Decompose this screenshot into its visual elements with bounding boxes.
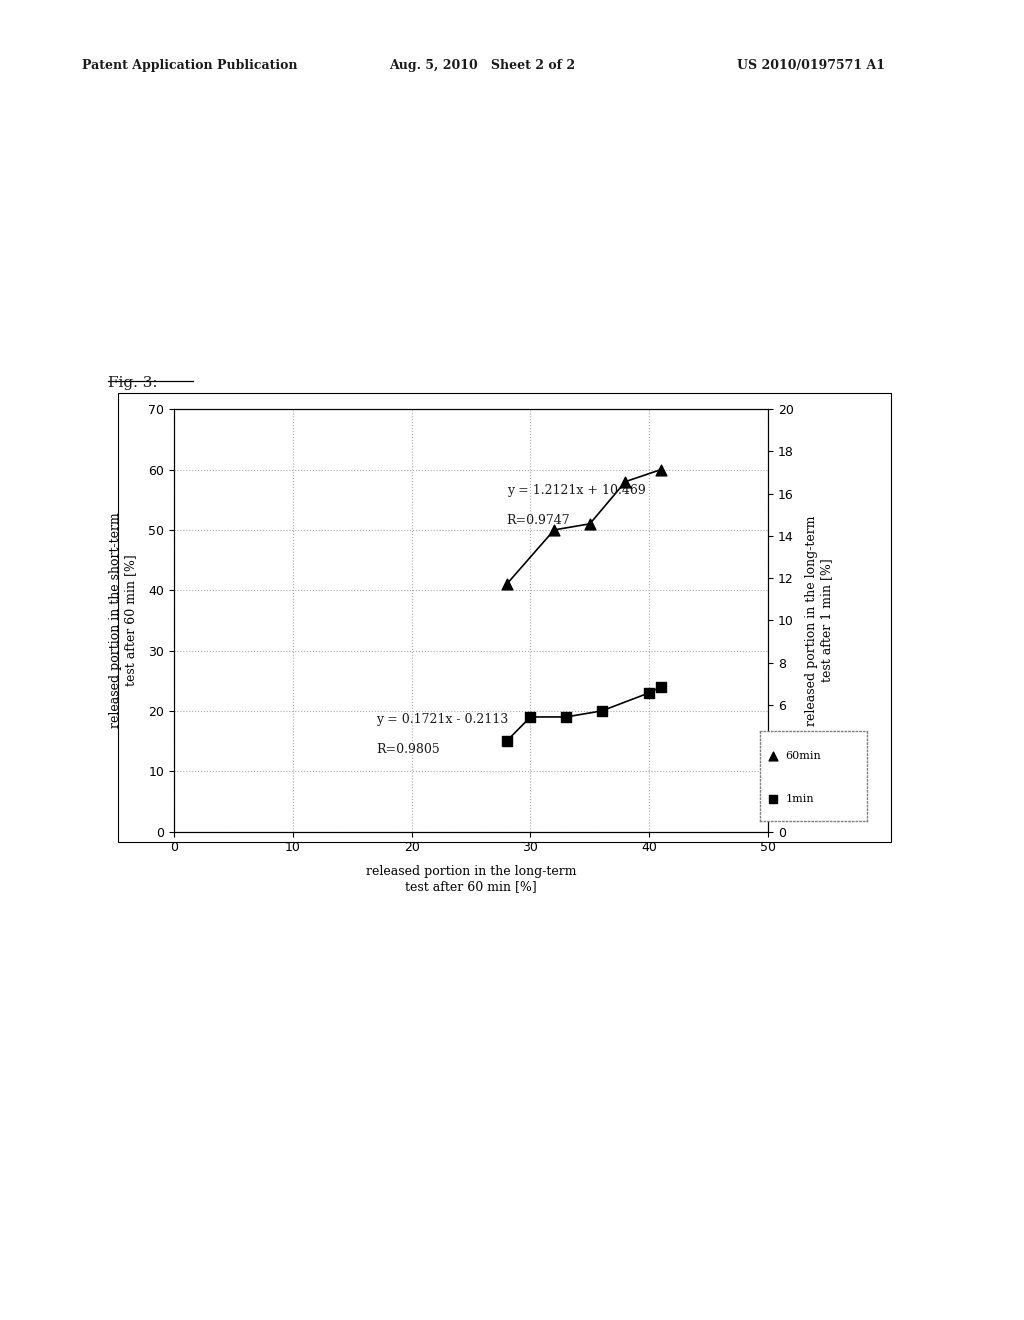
Point [653,676,670,697]
X-axis label: released portion in the long-term
test after 60 min [%]: released portion in the long-term test a… [366,866,577,894]
Text: R=0.9747: R=0.9747 [507,513,570,527]
Point [558,706,574,727]
Text: Fig. 3:: Fig. 3: [108,376,157,391]
Y-axis label: released portion in the short-term
test after 60 min [%]: released portion in the short-term test … [110,512,137,729]
Y-axis label: released portion in the long-term
test after 1 min [%]: released portion in the long-term test a… [805,515,833,726]
Point [522,706,539,727]
Point [582,513,598,535]
Text: y = 1.2121x + 10.469: y = 1.2121x + 10.469 [507,483,645,496]
Text: 60min: 60min [785,751,821,762]
Text: y = 0.1721x - 0.2113: y = 0.1721x - 0.2113 [376,713,508,726]
Point [546,519,562,540]
Text: Aug. 5, 2010   Sheet 2 of 2: Aug. 5, 2010 Sheet 2 of 2 [389,59,575,73]
Point [641,682,657,704]
Point [653,459,670,480]
Text: R=0.9805: R=0.9805 [376,743,439,756]
Point [765,788,781,809]
Point [594,701,610,722]
Point [499,574,515,595]
Text: US 2010/0197571 A1: US 2010/0197571 A1 [737,59,886,73]
Text: 1min: 1min [785,793,814,804]
Point [617,471,634,492]
Text: Patent Application Publication: Patent Application Publication [82,59,297,73]
Point [499,730,515,751]
Point [765,746,781,767]
